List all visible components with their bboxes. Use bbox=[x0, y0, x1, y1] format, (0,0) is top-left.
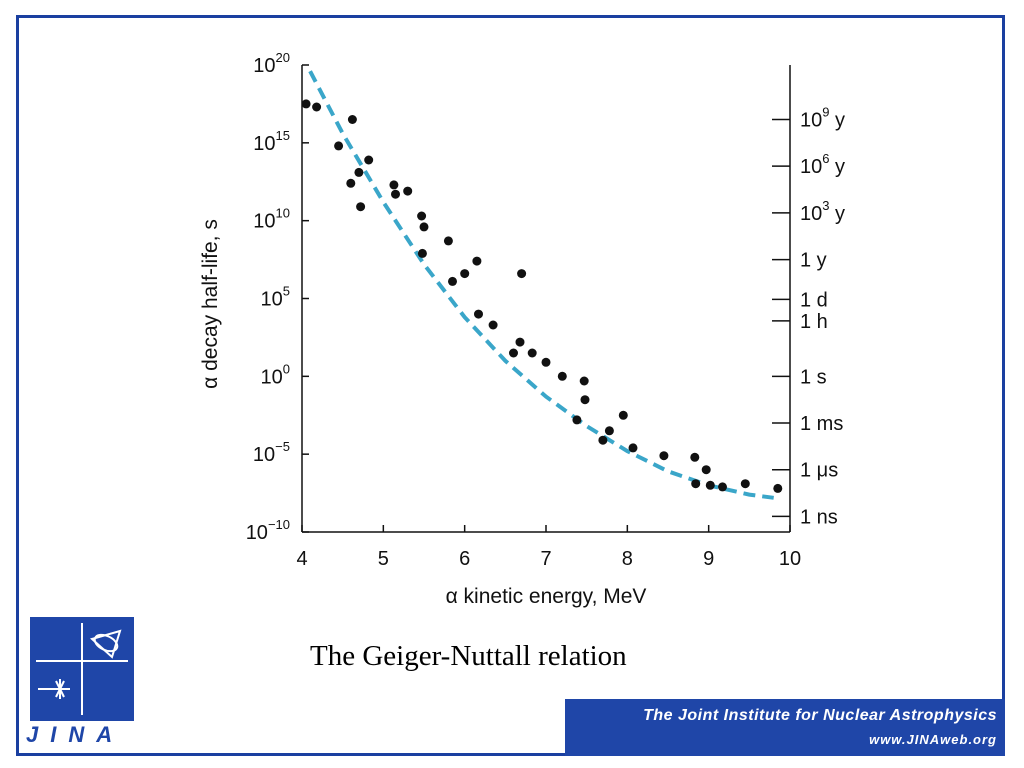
data-point bbox=[690, 452, 700, 462]
right-tick-label: 1 s bbox=[800, 366, 827, 388]
data-point bbox=[364, 155, 374, 165]
y-tick-label: 10−10 bbox=[246, 517, 290, 544]
right-tick-label: 109 y bbox=[800, 104, 845, 131]
footer-url: www.JINAweb.org bbox=[869, 732, 997, 747]
data-point bbox=[488, 320, 498, 330]
jina-logo-graphic bbox=[36, 623, 128, 715]
y-tick-label: 1020 bbox=[253, 50, 290, 77]
data-point bbox=[417, 248, 427, 258]
right-tick-label: 103 y bbox=[800, 198, 845, 225]
slide-frame bbox=[16, 15, 1005, 756]
data-point bbox=[572, 415, 582, 425]
data-point bbox=[419, 222, 429, 232]
data-point bbox=[579, 376, 589, 386]
y-tick-label: 10−5 bbox=[253, 439, 290, 466]
chart-axes bbox=[301, 64, 791, 533]
data-point bbox=[474, 309, 483, 319]
right-tick-label: 106 y bbox=[800, 151, 845, 178]
fit-line bbox=[308, 70, 774, 500]
x-tick-label: 8 bbox=[622, 548, 633, 570]
data-point bbox=[472, 256, 482, 266]
fit-line-layer bbox=[308, 70, 774, 500]
x-tick-label: 9 bbox=[703, 548, 714, 570]
x-tick-label: 7 bbox=[540, 548, 551, 570]
data-point bbox=[628, 443, 638, 453]
data-point bbox=[509, 348, 518, 358]
data-point bbox=[659, 451, 669, 461]
y-tick-label: 105 bbox=[261, 284, 290, 311]
data-point bbox=[301, 99, 311, 109]
data-point bbox=[718, 482, 727, 492]
right-tick-label: 1 ms bbox=[800, 413, 843, 435]
data-point bbox=[312, 102, 322, 112]
jina-logo bbox=[30, 617, 134, 721]
data-point bbox=[701, 465, 711, 475]
data-point bbox=[580, 395, 590, 405]
y-axis-title: α decay half-life, s bbox=[199, 219, 222, 389]
slide-caption: The Geiger-Nuttall relation bbox=[310, 640, 627, 672]
data-points-layer bbox=[301, 99, 783, 493]
data-point bbox=[598, 435, 608, 445]
footer-banner: The Joint Institute for Nuclear Astrophy… bbox=[565, 699, 1005, 756]
data-point bbox=[541, 357, 551, 367]
right-tick-label: 1 μs bbox=[800, 460, 838, 482]
footer-title: The Joint Institute for Nuclear Astrophy… bbox=[643, 707, 997, 724]
right-tick-label: 1 y bbox=[800, 250, 827, 272]
data-point bbox=[527, 348, 537, 358]
x-tick-label: 10 bbox=[779, 548, 801, 570]
data-point bbox=[618, 410, 628, 420]
data-point bbox=[515, 337, 525, 347]
x-tick-label: 6 bbox=[459, 548, 470, 570]
data-point bbox=[517, 269, 527, 279]
data-point bbox=[391, 189, 400, 199]
data-point bbox=[740, 479, 750, 489]
data-point bbox=[460, 269, 470, 279]
data-point bbox=[443, 236, 453, 246]
data-point bbox=[773, 483, 783, 493]
y-tick-label: 100 bbox=[261, 361, 290, 388]
data-point bbox=[403, 186, 413, 196]
data-point bbox=[604, 426, 614, 436]
data-point bbox=[705, 480, 715, 490]
data-point bbox=[346, 178, 356, 188]
tick-labels-layer: 4 5 6 7 8 9 10 10−10 10−5 100 105 1010 1015 1020 109 y… bbox=[246, 50, 845, 570]
right-tick-label: 1 ns bbox=[800, 506, 838, 528]
data-point bbox=[354, 167, 364, 177]
x-tick-label: 5 bbox=[378, 548, 389, 570]
data-point bbox=[389, 180, 399, 190]
right-tick-label: 1 h bbox=[800, 311, 828, 333]
data-point bbox=[347, 115, 357, 124]
data-point bbox=[334, 141, 344, 151]
y-tick-label: 1015 bbox=[253, 128, 290, 155]
x-tick-label: 4 bbox=[296, 548, 307, 570]
data-point bbox=[356, 202, 366, 212]
data-point bbox=[557, 371, 567, 381]
data-point bbox=[691, 479, 701, 489]
data-point bbox=[448, 276, 457, 286]
y-tick-label: 1010 bbox=[253, 206, 290, 233]
data-point bbox=[417, 211, 427, 221]
jina-logo-text: JINA bbox=[26, 722, 125, 747]
x-axis-title: α kinetic energy, MeV bbox=[446, 585, 647, 608]
right-tick-label: 1 d bbox=[800, 289, 828, 311]
